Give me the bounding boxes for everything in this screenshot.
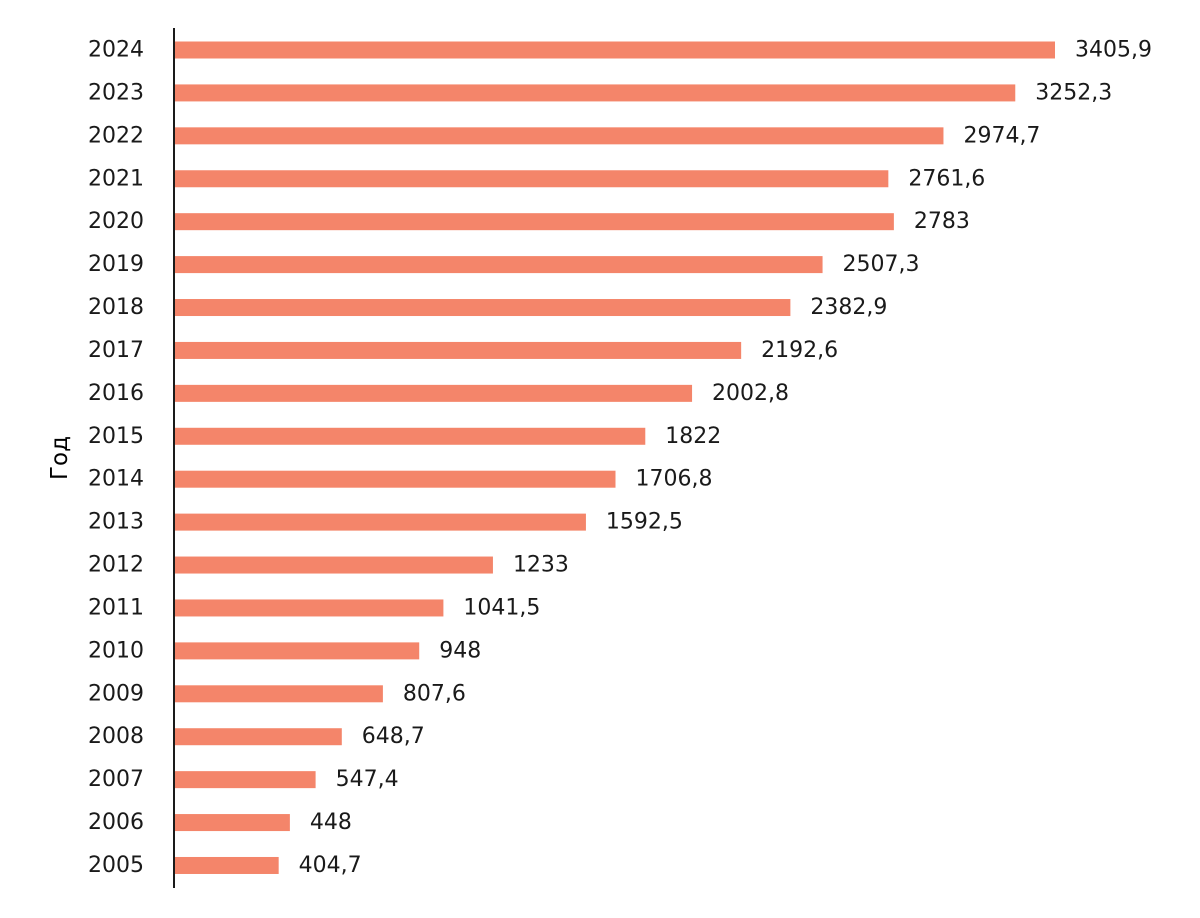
bar-2008: [174, 728, 342, 746]
data-label-2021: 2761,6: [908, 166, 985, 191]
y-tick-label-2023: 2023: [88, 80, 144, 105]
y-tick-label-2007: 2007: [88, 767, 144, 792]
data-label-2023: 3252,3: [1035, 80, 1112, 105]
data-label-2013: 1592,5: [606, 510, 683, 535]
bar-2005: [174, 856, 279, 874]
bar-2021: [174, 170, 889, 188]
bar-2009: [174, 685, 383, 703]
bar-2015: [174, 427, 646, 445]
bar-2012: [174, 556, 493, 574]
bar-2017: [174, 341, 742, 359]
y-tick-label-2016: 2016: [88, 381, 144, 406]
bar-2011: [174, 599, 444, 617]
y-tick-label-2021: 2021: [88, 166, 144, 191]
data-label-2009: 807,6: [403, 681, 466, 706]
bar-2022: [174, 127, 944, 145]
data-label-2012: 1233: [513, 553, 569, 578]
y-tick-label-2009: 2009: [88, 681, 144, 706]
y-tick-label-2022: 2022: [88, 123, 144, 148]
y-tick-label-2018: 2018: [88, 295, 144, 320]
y-tick-label-2010: 2010: [88, 638, 144, 663]
bar-2016: [174, 384, 693, 402]
bar-2014: [174, 470, 616, 488]
data-label-2015: 1822: [665, 424, 721, 449]
data-label-2016: 2002,8: [712, 381, 789, 406]
y-tick-label-2008: 2008: [88, 724, 144, 749]
data-label-2008: 648,7: [362, 724, 425, 749]
bar-2018: [174, 299, 791, 317]
bars-layer: 2024 3405,9 2023 3252,3 2022 2974,7 2021 2761,6…: [88, 38, 1152, 878]
data-label-2006: 448: [310, 810, 352, 835]
y-axis-title: Год: [47, 436, 73, 480]
y-tick-label-2024: 2024: [88, 38, 144, 63]
data-label-2020: 2783: [914, 209, 970, 234]
data-label-2007: 547,4: [336, 767, 399, 792]
y-tick-label-2017: 2017: [88, 338, 144, 363]
bar-2023: [174, 84, 1016, 102]
y-tick-label-2019: 2019: [88, 252, 144, 277]
bar-2019: [174, 256, 823, 274]
y-tick-label-2020: 2020: [88, 209, 144, 234]
y-tick-label-2006: 2006: [88, 810, 144, 835]
bar-2010: [174, 642, 420, 660]
y-tick-label-2015: 2015: [88, 424, 144, 449]
bar-2013: [174, 513, 586, 531]
data-label-2018: 2382,9: [810, 295, 887, 320]
data-label-2017: 2192,6: [761, 338, 838, 363]
y-tick-label-2013: 2013: [88, 510, 144, 535]
data-label-2014: 1706,8: [636, 467, 713, 492]
y-tick-label-2014: 2014: [88, 467, 144, 492]
data-label-2005: 404,7: [299, 853, 362, 878]
bar-2006: [174, 814, 290, 832]
y-tick-label-2012: 2012: [88, 553, 144, 578]
data-label-2011: 1041,5: [463, 595, 540, 620]
data-label-2022: 2974,7: [963, 123, 1040, 148]
data-label-2024: 3405,9: [1075, 38, 1152, 63]
y-tick-label-2011: 2011: [88, 595, 144, 620]
bar-2007: [174, 771, 316, 789]
bar-2024: [174, 41, 1055, 59]
bar-2020: [174, 213, 894, 231]
data-label-2019: 2507,3: [843, 252, 920, 277]
y-tick-label-2005: 2005: [88, 853, 144, 878]
data-label-2010: 948: [439, 638, 481, 663]
